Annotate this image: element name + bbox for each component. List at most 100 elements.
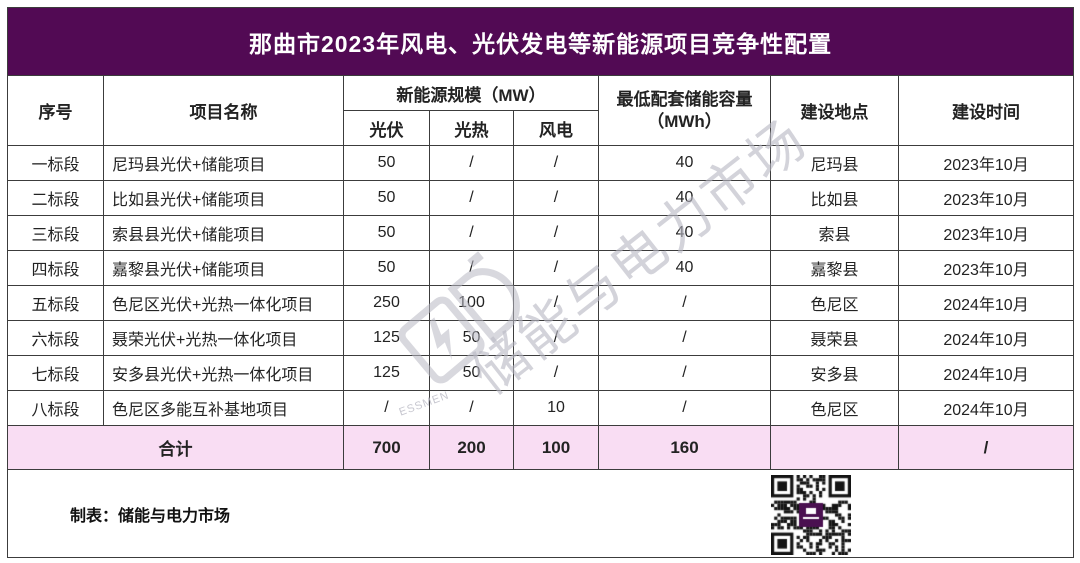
- cell-no: 五标段: [7, 285, 104, 321]
- cell-location: 色尼区: [770, 390, 899, 426]
- cell-location: 聂荣县: [770, 320, 899, 356]
- cell-location: 色尼区: [770, 285, 899, 321]
- cell-time: 2023年10月: [897, 250, 1075, 286]
- cell-thermal: /: [429, 215, 514, 251]
- total-label: 合计: [7, 425, 344, 470]
- cell-time: 2023年10月: [897, 180, 1075, 216]
- cell-wind: /: [513, 180, 599, 216]
- cell-location: 索县: [770, 215, 899, 251]
- cell-no: 二标段: [7, 180, 104, 216]
- col-header-location: 建设地点: [770, 75, 899, 146]
- cell-pv: /: [343, 390, 430, 426]
- cell-time: 2024年10月: [897, 320, 1075, 356]
- cell-thermal: /: [429, 145, 514, 181]
- cell-time: 2023年10月: [897, 215, 1075, 251]
- cell-time: 2024年10月: [897, 390, 1075, 426]
- cell-time: 2023年10月: [897, 145, 1075, 181]
- col-header-storage-line2: （MWh）: [647, 111, 722, 131]
- cell-time: 2024年10月: [897, 355, 1075, 391]
- cell-project: 色尼区光伏+光热一体化项目: [103, 285, 344, 321]
- title-row: 那曲市2023年风电、光伏发电等新能源项目竞争性配置: [6, 7, 1075, 76]
- cell-storage: /: [598, 320, 771, 356]
- cell-thermal: /: [429, 180, 514, 216]
- cell-storage: 40: [598, 180, 771, 216]
- cell-project: 比如县光伏+储能项目: [103, 180, 344, 216]
- total-wind: 100: [513, 425, 599, 470]
- cell-wind: /: [513, 285, 599, 321]
- cell-project: 索县县光伏+储能项目: [103, 215, 344, 251]
- cell-wind: /: [513, 215, 599, 251]
- header-row-2: 光伏 光热 风电: [8, 110, 1074, 146]
- cell-pv: 50: [343, 180, 430, 216]
- cell-location: 安多县: [770, 355, 899, 391]
- col-header-time: 建设时间: [897, 75, 1075, 146]
- cell-wind: /: [513, 250, 599, 286]
- cell-wind: /: [513, 145, 599, 181]
- cell-location: 比如县: [770, 180, 899, 216]
- cell-pv: 50: [343, 215, 430, 251]
- cell-storage: 40: [598, 145, 771, 181]
- col-header-storage: 最低配套储能容量 （MWh）: [598, 75, 771, 146]
- cell-location: 尼玛县: [770, 145, 899, 181]
- col-header-no: 序号: [7, 75, 104, 146]
- total-pv: 700: [343, 425, 430, 470]
- total-storage: 160: [598, 425, 771, 470]
- header-row-1: 序号 项目名称 新能源规模（MW） 最低配套储能容量 （MWh） 建设地点 建设…: [7, 75, 1075, 146]
- cell-storage: 40: [598, 215, 771, 251]
- total-thermal: 200: [429, 425, 514, 470]
- col-header-storage-line1: 最低配套储能容量: [616, 90, 753, 110]
- total-time: /: [897, 425, 1075, 470]
- table-row: 六标段 聂荣光伏+光热一体化项目 125 50 / / 聂荣县 2024年10月: [7, 320, 1075, 356]
- cell-project: 嘉黎县光伏+储能项目: [103, 250, 344, 286]
- cell-thermal: 50: [429, 355, 514, 391]
- cell-location: 嘉黎县: [770, 250, 899, 286]
- table-row: 四标段 嘉黎县光伏+储能项目 50 / / 40 嘉黎县 2023年10月: [7, 250, 1075, 286]
- cell-pv: 250: [343, 285, 430, 321]
- cell-storage: /: [598, 355, 771, 391]
- cell-wind: /: [513, 355, 599, 391]
- table-row: 二标段 比如县光伏+储能项目 50 / / 40 比如县 2023年10月: [7, 180, 1075, 216]
- cell-thermal: 100: [429, 285, 514, 321]
- table-row: 三标段 索县县光伏+储能项目 50 / / 40 索县 2023年10月: [7, 215, 1075, 251]
- col-header-scale-group: 新能源规模（MW）: [343, 75, 599, 111]
- qr-code-icon: [771, 475, 851, 555]
- col-header-project: 项目名称: [103, 75, 344, 146]
- cell-pv: 125: [343, 355, 430, 391]
- col-header-pv: 光伏: [343, 110, 430, 146]
- cell-time: 2024年10月: [897, 285, 1075, 321]
- footer-cell: 制表：储能与电力市场: [6, 469, 1075, 558]
- cell-project: 尼玛县光伏+储能项目: [103, 145, 344, 181]
- cell-no: 一标段: [7, 145, 104, 181]
- cell-project: 色尼区多能互补基地项目: [103, 390, 344, 426]
- cell-storage: 40: [598, 250, 771, 286]
- cell-pv: 125: [343, 320, 430, 356]
- table-row: 五标段 色尼区光伏+光热一体化项目 250 100 / / 色尼区 2024年1…: [7, 285, 1075, 321]
- cell-project: 聂荣光伏+光热一体化项目: [103, 320, 344, 356]
- cell-no: 三标段: [7, 215, 104, 251]
- naqu-projects-table: 那曲市2023年风电、光伏发电等新能源项目竞争性配置 序号 项目名称 新能源规模…: [6, 7, 1075, 558]
- cell-pv: 50: [343, 145, 430, 181]
- total-location: [770, 425, 899, 470]
- cell-thermal: 50: [429, 320, 514, 356]
- cell-no: 八标段: [7, 390, 104, 426]
- credit-text: 制表：储能与电力市场: [70, 507, 231, 525]
- cell-no: 六标段: [7, 320, 104, 356]
- table-row: 一标段 尼玛县光伏+储能项目 50 / / 40 尼玛县 2023年10月: [7, 145, 1075, 181]
- cell-wind: /: [513, 320, 599, 356]
- table-row: 八标段 色尼区多能互补基地项目 / / 10 / 色尼区 2024年10月: [7, 390, 1075, 426]
- footer-row: 制表：储能与电力市场: [6, 469, 1075, 558]
- col-header-thermal: 光热: [429, 110, 514, 146]
- cell-storage: /: [598, 285, 771, 321]
- cell-thermal: /: [429, 250, 514, 286]
- total-row: 合计 700 200 100 160 /: [7, 425, 1075, 470]
- cell-wind: 10: [513, 390, 599, 426]
- cell-storage: /: [598, 390, 771, 426]
- cell-no: 七标段: [7, 355, 104, 391]
- col-header-wind: 风电: [513, 110, 599, 146]
- cell-pv: 50: [343, 250, 430, 286]
- table-row: 七标段 安多县光伏+光热一体化项目 125 50 / / 安多县 2024年10…: [7, 355, 1075, 391]
- cell-project: 安多县光伏+光热一体化项目: [103, 355, 344, 391]
- cell-no: 四标段: [7, 250, 104, 286]
- cell-thermal: /: [429, 390, 514, 426]
